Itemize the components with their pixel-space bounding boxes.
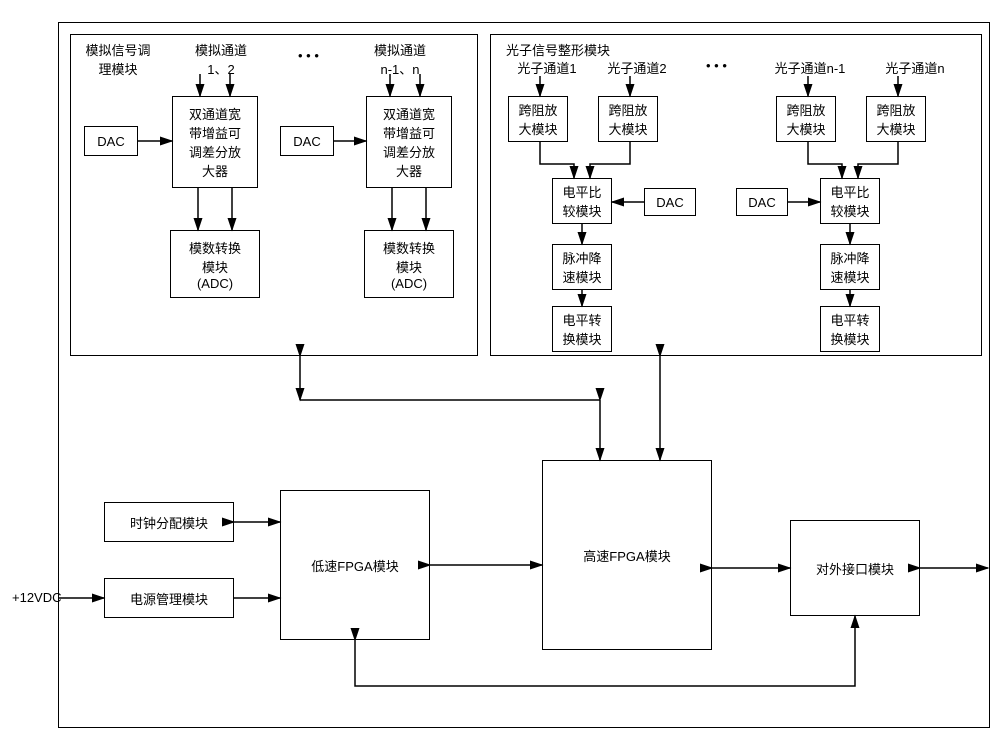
diagram-stage: 模拟信号调理模块模拟通道1、2• • •模拟通道n-1、nDAC双通道宽带增益可… [0, 0, 1000, 740]
connections [0, 0, 1000, 740]
